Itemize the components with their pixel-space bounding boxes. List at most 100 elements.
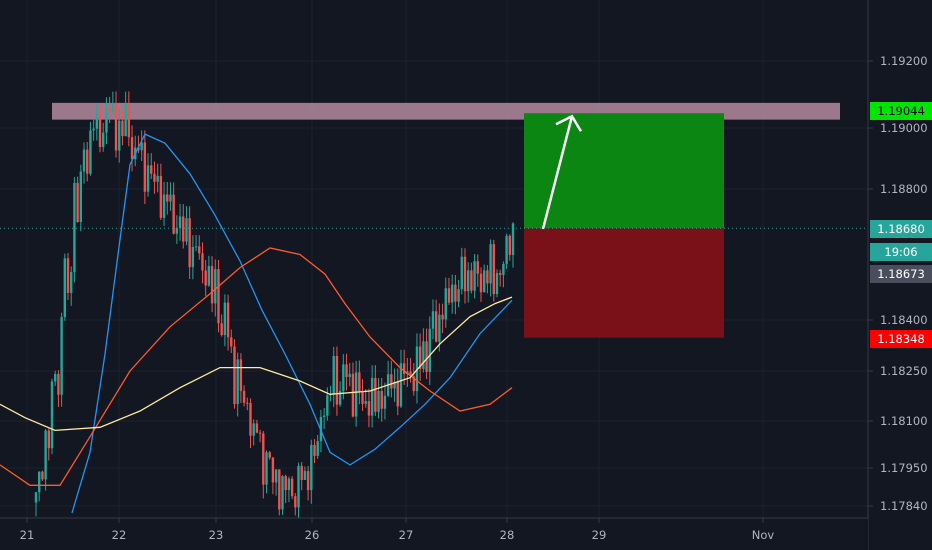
candle-body: [300, 465, 303, 480]
candle-body: [479, 273, 483, 293]
candle-body: [268, 452, 271, 458]
price-tag: 1.18673: [870, 265, 932, 283]
candle-body: [226, 302, 230, 338]
x-tick-label: 29: [592, 528, 607, 542]
candle-body: [463, 256, 467, 292]
candle-body: [306, 471, 310, 491]
candle-body: [409, 371, 412, 377]
price-tag: 19:06: [870, 243, 932, 261]
candle-body: [246, 402, 249, 404]
candle-body: [198, 246, 201, 254]
candle-body: [70, 272, 73, 293]
price-tag-label: 1.18680: [877, 222, 925, 236]
candle-body: [118, 120, 121, 151]
candle-body: [236, 359, 239, 405]
candle-body: [303, 471, 307, 480]
candle-body: [370, 377, 374, 416]
candle-body: [169, 194, 172, 202]
candle-body: [498, 273, 502, 275]
candle-body: [511, 223, 515, 255]
candle-body: [466, 270, 470, 292]
candle-body: [486, 270, 489, 284]
candle-body: [287, 478, 291, 491]
candle-body: [63, 258, 67, 318]
candle-body: [495, 273, 499, 295]
price-tag-bg: [870, 220, 932, 238]
candle-body: [178, 216, 182, 228]
candle-body: [322, 415, 326, 417]
candle-body: [108, 107, 111, 112]
candle-body: [50, 381, 54, 449]
price-tags: 1.19044 1.18680 19:06 1.18673 1.18348: [870, 102, 932, 348]
y-tick-label: 1.19200: [880, 54, 928, 68]
candle-body: [150, 165, 153, 174]
candle-body: [105, 107, 108, 133]
price-tag-bg: [870, 330, 932, 348]
candle-body: [182, 216, 185, 242]
candle-body: [124, 103, 127, 137]
candle-body: [38, 471, 41, 493]
y-tick-label: 1.18100: [880, 414, 928, 428]
candle-body: [348, 373, 351, 378]
candle-body: [255, 423, 259, 433]
candle-body: [284, 476, 287, 491]
candle-body: [258, 432, 262, 434]
candle-body: [214, 269, 217, 304]
trend-arrow[interactable]: [541, 114, 583, 230]
x-tick-label: 22: [112, 528, 127, 542]
moving-averages: [0, 133, 513, 514]
candle-body: [274, 469, 278, 483]
candle-body: [89, 130, 92, 174]
candle-body: [425, 341, 428, 372]
candle-body: [239, 359, 243, 391]
candle-body: [271, 457, 275, 483]
candle-body: [111, 102, 115, 112]
loss-zone: [524, 228, 724, 338]
candle-body: [492, 244, 495, 295]
time-axis-background[interactable]: [0, 518, 868, 550]
candle-body: [390, 374, 393, 389]
price-tag-bg: [870, 265, 932, 283]
price-tag-label: 1.18348: [877, 332, 925, 346]
candle-body: [278, 469, 281, 510]
time-axis-ticks: 21 22 23 26 27 28 29 Nov: [20, 518, 774, 542]
candle-body: [367, 401, 371, 416]
candle-body: [223, 302, 227, 336]
long-position-tool[interactable]: [524, 113, 724, 338]
candle-body: [159, 175, 163, 218]
candle-body: [441, 314, 444, 320]
candlesticks[interactable]: [34, 91, 515, 522]
candle-body: [281, 476, 284, 510]
y-tick-label: 1.17950: [880, 461, 928, 475]
candle-body: [338, 390, 342, 405]
candle-body: [438, 314, 441, 342]
candle-body: [396, 381, 399, 407]
candle-body: [204, 270, 207, 286]
candle-body: [399, 363, 403, 407]
candle-body: [374, 377, 377, 412]
arrow-head: [555, 114, 583, 132]
candle-body: [92, 128, 95, 131]
candle-body: [313, 444, 316, 456]
candle-body: [470, 270, 473, 291]
candle-body: [207, 266, 211, 286]
candle-body: [34, 492, 38, 503]
candle-body: [194, 246, 198, 248]
ma-slow-line: [0, 296, 513, 432]
candle-body: [249, 403, 252, 436]
candle-body: [358, 372, 361, 392]
price-tag-label: 1.18673: [877, 267, 925, 281]
candle-body: [66, 258, 70, 293]
candle-body: [217, 269, 220, 324]
candle-body: [473, 261, 476, 291]
candle-body: [175, 227, 179, 234]
y-tick-label: 1.19000: [880, 121, 928, 135]
candle-body: [418, 346, 422, 369]
candle-body: [316, 441, 319, 456]
x-tick-label: 26: [305, 528, 320, 542]
candle-body: [345, 364, 348, 378]
candle-body: [447, 288, 451, 303]
candle-body: [415, 346, 419, 392]
candle-body: [460, 256, 463, 290]
